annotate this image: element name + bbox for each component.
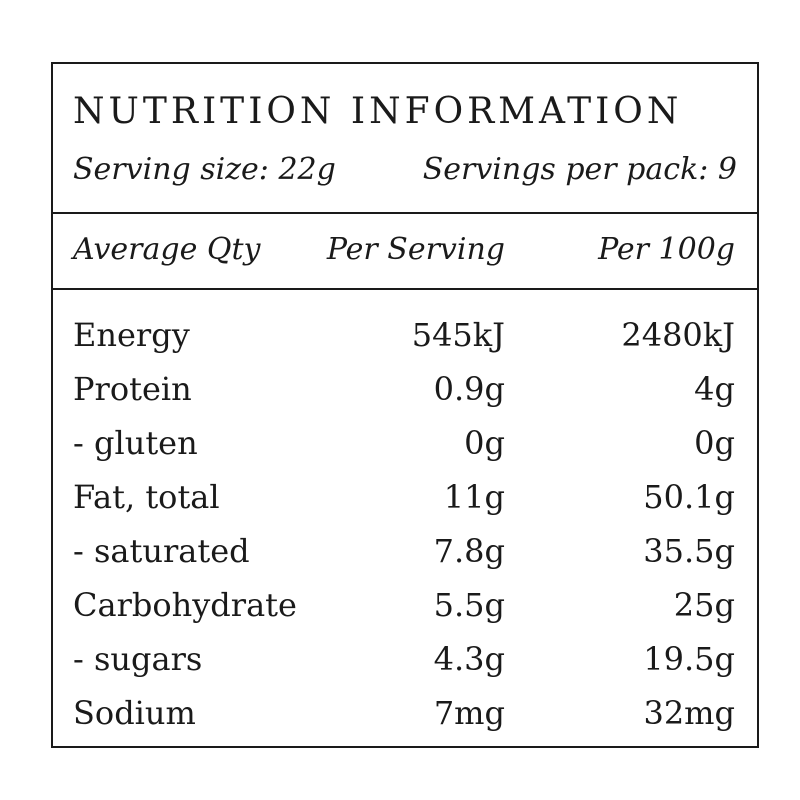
nutrition-panel: NUTRITION INFORMATION Serving size: 22g …: [51, 62, 759, 748]
per-100g-value: 25g: [673, 586, 735, 624]
per-serving-value: 545kJ: [411, 316, 505, 354]
nutrient-table: Energy 545kJ 2480kJ Protein 0.9g 4g - gl…: [53, 308, 757, 740]
table-row: - sugars 4.3g 19.5g: [53, 632, 757, 686]
table-row: Sodium 7mg 32mg: [53, 686, 757, 740]
column-header-quantity: Average Qty: [73, 232, 261, 267]
per-serving-value: 0g: [464, 424, 505, 462]
table-row: Energy 545kJ 2480kJ: [53, 308, 757, 362]
table-row: Carbohydrate 5.5g 25g: [53, 578, 757, 632]
per-serving-value: 11g: [443, 478, 505, 516]
per-100g-value: 32mg: [643, 694, 735, 732]
nutrient-name: - sugars: [73, 640, 203, 678]
per-100g-value: 50.1g: [643, 478, 735, 516]
nutrient-name: Protein: [73, 370, 192, 408]
divider-top: [53, 212, 757, 214]
column-header-per-100g: Per 100g: [598, 232, 735, 267]
divider-bottom: [53, 288, 757, 290]
table-row: Fat, total 11g 50.1g: [53, 470, 757, 524]
nutrient-name: Fat, total: [73, 478, 220, 516]
per-100g-value: 2480kJ: [621, 316, 735, 354]
per-100g-value: 4g: [694, 370, 735, 408]
per-serving-value: 7mg: [433, 694, 505, 732]
per-serving-value: 7.8g: [433, 532, 505, 570]
nutrient-name: Sodium: [73, 694, 196, 732]
serving-size: Serving size: 22g: [73, 152, 336, 187]
column-header-per-serving: Per Serving: [326, 232, 505, 267]
serving-info: Serving size: 22g Servings per pack: 9: [73, 150, 737, 190]
per-100g-value: 0g: [694, 424, 735, 462]
per-100g-value: 19.5g: [643, 640, 735, 678]
nutrient-name: Energy: [73, 316, 190, 354]
panel-title: NUTRITION INFORMATION: [73, 91, 683, 132]
servings-per-pack: Servings per pack: 9: [422, 152, 737, 187]
per-serving-value: 0.9g: [433, 370, 505, 408]
per-serving-value: 5.5g: [433, 586, 505, 624]
nutrient-name: - saturated: [73, 532, 250, 570]
table-row: - gluten 0g 0g: [53, 416, 757, 470]
per-serving-value: 4.3g: [433, 640, 505, 678]
nutrient-name: Carbohydrate: [73, 586, 297, 624]
table-row: Protein 0.9g 4g: [53, 362, 757, 416]
per-100g-value: 35.5g: [643, 532, 735, 570]
nutrient-name: - gluten: [73, 424, 198, 462]
table-row: - saturated 7.8g 35.5g: [53, 524, 757, 578]
